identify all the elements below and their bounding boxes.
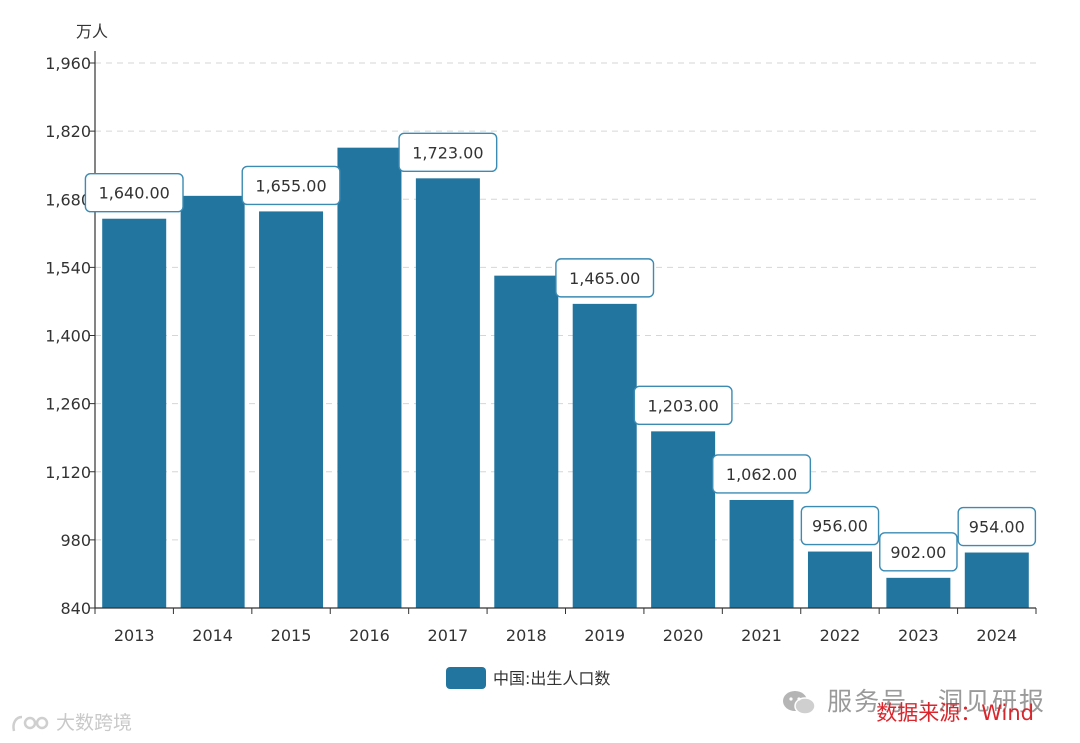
bar-2017[interactable]	[415, 178, 480, 608]
brand-watermark-text: 大数跨境	[56, 712, 133, 734]
x-tick-label: 2013	[114, 626, 155, 645]
bar-2021[interactable]	[729, 499, 794, 608]
data-label-box	[398, 132, 498, 173]
data-label-2013: 1,640.00	[84, 173, 184, 213]
y-tick-label: 980	[60, 531, 91, 550]
x-tick-label: 2023	[898, 626, 939, 645]
x-tick-label: 2022	[820, 626, 861, 645]
data-label-2019: 1,465.00	[555, 258, 655, 298]
data-label-text: 1,640.00	[99, 184, 170, 203]
data-label-2017: 1,723.00	[398, 132, 498, 173]
y-axis-unit-label: 万人	[76, 22, 108, 41]
data-label-text: 956.00	[812, 517, 868, 536]
data-label-text: 1,203.00	[648, 396, 719, 415]
brand-logo-icon	[12, 715, 49, 731]
y-tick-label: 1,120	[45, 463, 91, 482]
x-tick-label: 2015	[271, 626, 312, 645]
x-tick-label: 2017	[428, 626, 469, 645]
bar-2016[interactable]	[337, 147, 402, 608]
data-label-text: 1,723.00	[412, 143, 483, 162]
data-source-note: 数据来源：Wind	[876, 701, 1034, 725]
y-axis: 840 980 1,120 1,260 1,400 1,540 1,680 1,820 1,96…	[45, 51, 96, 618]
data-label-text: 954.00	[969, 518, 1025, 537]
legend-swatch	[446, 667, 486, 689]
data-label-box	[633, 385, 733, 426]
data-label-2023: 902.00	[879, 532, 958, 572]
service-account-text: 服务号 · 洞见研报	[827, 687, 1046, 716]
data-label-box	[241, 165, 341, 206]
legend[interactable]: 中国:出生人口数	[446, 667, 610, 689]
x-tick-label: 2018	[506, 626, 547, 645]
bar-2023[interactable]	[886, 577, 951, 608]
bar-2018[interactable]	[494, 275, 559, 608]
data-label-box	[555, 258, 655, 298]
y-tick-label: 1,400	[45, 327, 91, 346]
bar-2013[interactable]	[102, 218, 167, 608]
brand-watermark: 大数跨境	[10, 708, 132, 735]
data-label-2024: 954.00	[957, 506, 1037, 547]
x-tick-label: 2024	[976, 626, 1017, 645]
legend-label: 中国:出生人口数	[493, 669, 610, 688]
y-tick-label: 1,260	[45, 395, 91, 414]
data-label-text: 1,465.00	[569, 269, 640, 288]
bar-2015[interactable]	[259, 211, 324, 609]
data-label-2021: 1,062.00	[712, 454, 812, 494]
data-label-box	[84, 173, 184, 213]
data-label-2022: 956.00	[800, 505, 880, 546]
data-label-text: 1,655.00	[255, 176, 326, 195]
data-label-box	[800, 505, 880, 546]
wechat-service-watermark: 服务号 · 洞见研报	[781, 682, 1046, 718]
y-tick-label: 1,680	[45, 190, 91, 209]
bar-2014[interactable]	[180, 195, 245, 608]
y-tick-label: 1,960	[45, 54, 91, 73]
x-axis: 2013 2014 2015 2016 2017 2018 2019 2020 2021 2022…	[94, 607, 1037, 645]
x-tick-label: 2020	[663, 626, 704, 645]
data-label-text: 1,062.00	[726, 465, 797, 484]
wechat-icon	[783, 691, 816, 715]
x-tick-label: 2016	[349, 626, 390, 645]
y-tick-label: 1,540	[45, 258, 91, 277]
x-tick-label: 2021	[741, 626, 782, 645]
bars	[102, 147, 1029, 609]
bar-2022[interactable]	[807, 551, 872, 608]
bar-2020[interactable]	[651, 431, 716, 608]
data-label-box	[879, 532, 958, 572]
x-tick-label: 2019	[584, 626, 625, 645]
data-label-box	[712, 454, 812, 494]
data-label-2015: 1,655.00	[241, 165, 341, 206]
y-tick-label: 840	[60, 599, 91, 618]
data-label-box	[957, 506, 1037, 547]
data-labels: 1,640.00 1,655.00 1,723.00 1,465.00 1,203.00…	[84, 132, 1037, 572]
bar-2019[interactable]	[572, 303, 637, 608]
gridlines	[95, 62, 1036, 541]
data-label-text: 902.00	[890, 543, 946, 562]
bar-2024[interactable]	[964, 552, 1029, 608]
y-tick-label: 1,820	[45, 122, 91, 141]
x-tick-label: 2014	[192, 626, 233, 645]
data-label-2020: 1,203.00	[633, 385, 733, 426]
